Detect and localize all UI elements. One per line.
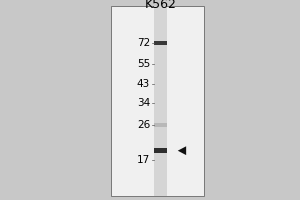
FancyBboxPatch shape	[154, 41, 167, 45]
FancyBboxPatch shape	[154, 123, 167, 127]
Text: K562: K562	[145, 0, 176, 11]
Text: 43: 43	[137, 79, 150, 89]
Text: 34: 34	[137, 98, 150, 108]
Polygon shape	[178, 146, 186, 155]
Text: 72: 72	[137, 38, 150, 48]
Text: 26: 26	[137, 120, 150, 130]
Text: 17: 17	[137, 155, 150, 165]
Text: 55: 55	[137, 59, 150, 69]
FancyBboxPatch shape	[111, 6, 204, 196]
FancyBboxPatch shape	[154, 148, 167, 153]
FancyBboxPatch shape	[154, 6, 167, 196]
